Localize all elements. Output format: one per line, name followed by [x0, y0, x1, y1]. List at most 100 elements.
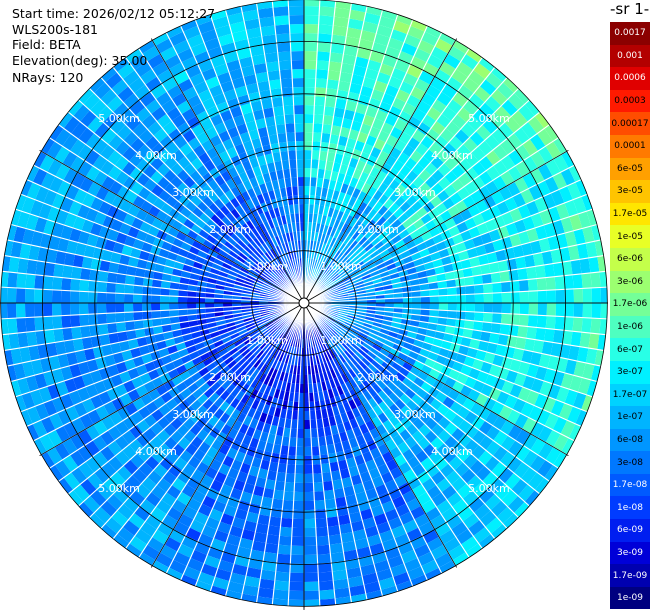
gate-cell — [297, 186, 304, 196]
gate-cell — [141, 353, 153, 365]
ray-gap — [256, 3, 305, 304]
gate-cell — [277, 277, 285, 285]
gate-cell — [247, 558, 264, 570]
gate-cell — [382, 209, 394, 221]
gate-cell — [199, 382, 211, 394]
gate-cell — [227, 581, 245, 594]
gate-cell — [504, 394, 518, 410]
gate-cell — [428, 316, 439, 325]
gate-cell — [431, 492, 447, 507]
gate-cell — [579, 257, 591, 274]
ray-gap — [58, 302, 305, 482]
gate-cell — [497, 333, 509, 347]
ray-gap — [303, 302, 470, 558]
gate-cell — [546, 289, 556, 303]
gate-cell — [437, 280, 448, 289]
gate-cell — [311, 150, 320, 160]
gate-cell — [210, 244, 221, 254]
gate-cell — [388, 191, 401, 203]
gate-cell — [278, 371, 286, 382]
range-ring-label: 1.00km — [246, 334, 288, 347]
gate-cell — [447, 294, 457, 303]
gate-cell — [214, 419, 226, 432]
gate-cell — [364, 242, 374, 253]
gate-cell — [326, 516, 340, 527]
gate-cell — [349, 217, 358, 228]
gate-cell — [66, 351, 78, 366]
ray-gap — [303, 19, 414, 304]
instrument-label: WLS200s-181 — [12, 22, 98, 37]
gate-cell — [145, 514, 162, 530]
gate-cell — [389, 249, 401, 259]
gate-cell — [591, 303, 601, 319]
gate-cell — [530, 421, 545, 438]
gate-cell — [369, 347, 380, 356]
gate-cell — [258, 244, 267, 255]
gate-cell — [285, 335, 292, 346]
gate-cell — [187, 303, 197, 310]
gate-cell — [477, 450, 493, 466]
gate-cell — [214, 471, 228, 484]
gate-cell — [241, 222, 252, 234]
gate-cell — [229, 21, 246, 34]
gate-cell — [403, 469, 417, 483]
gate-cell — [438, 560, 456, 574]
gate-cell — [262, 450, 273, 462]
gate-cell — [125, 115, 142, 132]
gate-cell — [218, 463, 231, 476]
gate-cell — [228, 525, 244, 538]
gate-cell — [235, 193, 246, 205]
gate-cell — [570, 331, 582, 347]
gate-cell — [323, 106, 335, 117]
gate-cell — [178, 78, 194, 93]
gate-cell — [102, 215, 115, 229]
gate-cell — [389, 347, 401, 357]
ray-gap — [303, 239, 601, 304]
gate-cell — [141, 114, 157, 130]
gate-cell — [360, 563, 377, 576]
gate-cell — [267, 274, 277, 282]
gate-cell — [25, 317, 36, 333]
gate-cell — [357, 212, 368, 223]
gate-cell — [412, 188, 425, 201]
gate-cell — [251, 332, 261, 341]
gate-cell — [466, 115, 483, 132]
gate-cell — [561, 260, 573, 276]
gate-cell — [559, 246, 571, 263]
gate-cell — [509, 233, 522, 248]
gate-cell — [7, 318, 18, 335]
gate-cell — [199, 352, 211, 362]
gate-cell — [464, 276, 475, 287]
gate-cell — [318, 335, 325, 345]
gate-cell — [575, 179, 588, 197]
gate-cell — [213, 198, 225, 210]
gate-cell — [113, 533, 130, 549]
gate-cell — [347, 332, 357, 341]
gate-cell — [269, 325, 278, 334]
gate-cell — [202, 171, 215, 185]
gate-cell — [354, 56, 370, 69]
gate-cell — [380, 235, 392, 245]
gate-cell — [365, 459, 378, 472]
gate-cell — [401, 313, 412, 320]
gate-cell — [320, 353, 327, 363]
gate-cell — [71, 466, 88, 485]
gate-cell — [61, 303, 71, 316]
gate-cell — [95, 405, 110, 420]
gate-cell — [315, 336, 321, 346]
gate-cell — [407, 115, 422, 130]
ray-gap — [303, 302, 582, 427]
gate-cell — [220, 80, 235, 93]
gate-cell — [362, 479, 375, 492]
gate-cell — [360, 270, 370, 278]
gate-cell — [321, 123, 333, 135]
gate-cell — [563, 274, 574, 290]
gate-cell — [359, 252, 370, 261]
gate-cell — [155, 499, 172, 515]
gate-cell — [294, 383, 300, 393]
gate-cell — [317, 271, 324, 281]
gate-cell — [286, 326, 292, 336]
gate-cell — [151, 106, 167, 122]
gate-cell — [329, 543, 344, 554]
gate-cell — [335, 1, 352, 10]
